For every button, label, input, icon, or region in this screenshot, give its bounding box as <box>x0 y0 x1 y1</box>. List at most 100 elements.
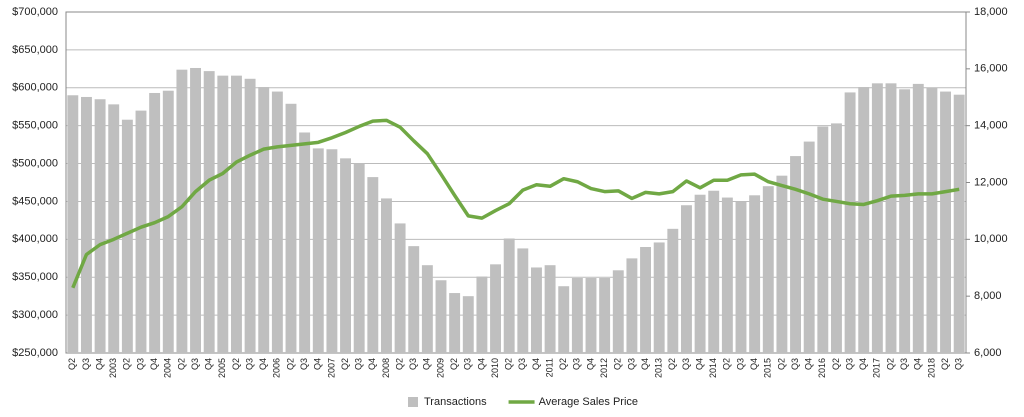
bar <box>299 132 311 353</box>
bar <box>871 83 883 353</box>
bar <box>271 91 283 354</box>
bar <box>599 277 611 353</box>
bar <box>790 156 801 353</box>
bar <box>749 195 761 353</box>
x-tick-label: Q2 <box>613 358 623 370</box>
x-tick-label: Q4 <box>313 358 323 370</box>
x-tick-label: Q2 <box>449 358 459 370</box>
x-tick-label: Q2 <box>940 358 950 370</box>
bar <box>312 148 324 353</box>
y-tick-label: $350,000 <box>12 271 58 283</box>
bar <box>121 119 133 354</box>
bar <box>940 91 951 354</box>
bar <box>899 89 911 353</box>
x-tick-label: 2011 <box>544 358 554 377</box>
x-tick-label: Q4 <box>640 358 650 370</box>
x-tick-label: Q2 <box>176 358 186 370</box>
bar <box>803 141 815 353</box>
bar <box>108 104 120 354</box>
bar <box>203 71 215 354</box>
bar <box>667 228 679 353</box>
x-tick-label: Q4 <box>858 358 868 370</box>
x-tick-label: Q4 <box>422 358 432 370</box>
bar <box>626 258 638 353</box>
bar <box>367 177 379 353</box>
y-tick-label: $600,000 <box>12 82 58 94</box>
bar <box>244 78 256 353</box>
x-tick-label: Q4 <box>204 358 214 370</box>
bar <box>285 103 297 354</box>
x-tick-label: 2018 <box>926 358 936 378</box>
x-tick-label: 2013 <box>654 358 664 378</box>
bar <box>885 83 897 353</box>
y2-tick-label: 10,000 <box>974 233 1008 245</box>
x-tick-label: Q3 <box>899 358 909 370</box>
x-tick-label: Q2 <box>394 358 404 370</box>
bar <box>135 110 147 353</box>
y2-tick-label: 18,000 <box>974 6 1008 18</box>
x-tick-label: Q2 <box>885 358 895 370</box>
x-tick-label: 2010 <box>490 358 500 378</box>
x-tick-label: Q4 <box>585 358 595 370</box>
x-tick-label: 2003 <box>108 358 118 378</box>
x-tick-label: Q2 <box>231 358 241 370</box>
bar <box>531 267 542 353</box>
y-tick-label: $400,000 <box>12 233 58 245</box>
x-tick-label: Q4 <box>258 358 268 370</box>
y2-tick-label: 12,000 <box>974 176 1008 188</box>
y2-tick-label: 16,000 <box>974 63 1008 75</box>
x-tick-label: Q2 <box>285 358 295 370</box>
x-tick-label: Q2 <box>340 358 350 370</box>
bar <box>912 83 924 353</box>
plot-frame <box>65 11 967 354</box>
bar <box>258 87 270 354</box>
x-tick-label: Q3 <box>354 358 364 370</box>
y-tick-label: $500,000 <box>12 157 58 169</box>
x-tick-label: Q3 <box>681 358 691 370</box>
x-tick-label: 2012 <box>599 358 609 378</box>
bar <box>394 223 406 353</box>
bar <box>176 69 188 353</box>
bar <box>449 293 461 353</box>
x-tick-label: Q3 <box>517 358 527 370</box>
y-tick-label: $300,000 <box>12 309 58 321</box>
y-tick-label: $450,000 <box>12 195 58 207</box>
bar <box>67 95 79 353</box>
bar <box>571 277 583 353</box>
line <box>71 118 960 289</box>
x-tick-label: Q2 <box>558 358 568 370</box>
x-tick-label: 2007 <box>326 358 336 378</box>
x-tick-label: Q3 <box>572 358 582 370</box>
bar <box>653 242 665 353</box>
bar <box>926 87 938 353</box>
x-tick-label: Q3 <box>790 358 800 370</box>
x-tick-label: Q4 <box>694 358 704 370</box>
x-tick-label: 2009 <box>435 358 445 378</box>
legend-label: Transactions <box>424 396 487 408</box>
bar <box>231 75 242 354</box>
bar <box>585 277 597 353</box>
y2-tick-label: 8,000 <box>974 290 1002 302</box>
x-tick-label: Q3 <box>844 358 854 370</box>
bar <box>735 201 747 353</box>
x-tick-label: Q3 <box>626 358 636 370</box>
x-tick-label: Q4 <box>94 358 104 370</box>
x-tick-label: Q4 <box>804 358 814 370</box>
x-tick-label: Q4 <box>749 358 759 370</box>
bar <box>762 186 774 353</box>
bar <box>190 67 201 353</box>
bar <box>640 247 651 353</box>
bar <box>817 126 829 353</box>
bar <box>326 149 338 353</box>
y-tick-label: $650,000 <box>12 44 58 56</box>
x-tick-label: 2016 <box>817 358 827 378</box>
x-tick-label: 2017 <box>872 358 882 378</box>
x-tick-label: Q3 <box>735 358 745 370</box>
x-tick-label: 2006 <box>272 358 282 378</box>
bar <box>408 246 420 353</box>
bar <box>681 205 692 353</box>
x-tick-label: Q2 <box>504 358 514 370</box>
x-tick-label: Q3 <box>135 358 145 370</box>
bar <box>421 265 433 353</box>
